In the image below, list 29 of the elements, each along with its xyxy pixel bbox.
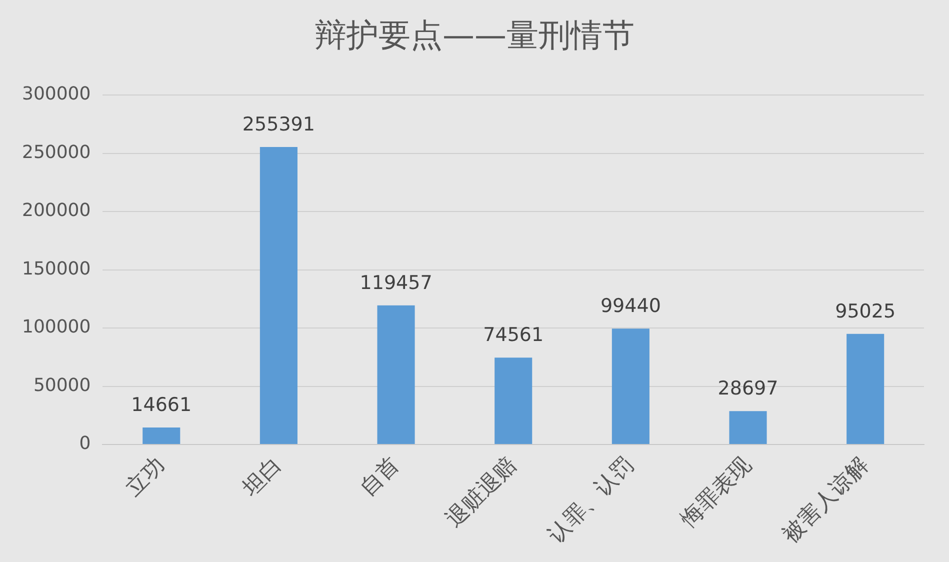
- x-tick-label: 退赃退赔: [441, 452, 521, 532]
- bar: [729, 411, 767, 444]
- data-label: 14661: [131, 394, 192, 416]
- y-tick-label: 0: [79, 433, 91, 454]
- data-label: 119457: [360, 272, 432, 294]
- y-tick-label: 50000: [33, 374, 91, 396]
- data-label: 28697: [718, 378, 778, 400]
- x-tick-label: 立功: [120, 452, 169, 501]
- x-tick-label: 悔罪表现: [675, 452, 756, 532]
- y-tick-label: 250000: [22, 142, 91, 163]
- data-label: 74561: [483, 324, 544, 346]
- data-label: 255391: [242, 113, 315, 136]
- y-tick-label: 300000: [22, 84, 91, 105]
- bar: [612, 328, 650, 444]
- bar: [142, 427, 180, 444]
- bar: [260, 146, 298, 444]
- data-label: 99440: [600, 295, 661, 318]
- chart-title: 辩护要点——量刑情节: [314, 15, 636, 56]
- x-tick-label: 坦白: [236, 452, 286, 502]
- data-label: 95025: [835, 300, 896, 322]
- bar: [846, 334, 884, 444]
- y-tick-label: 100000: [22, 316, 91, 338]
- x-tick-label: 被害人谅解: [778, 452, 873, 548]
- y-tick-label: 150000: [22, 258, 91, 280]
- x-tick-label: 自首: [354, 452, 404, 501]
- y-tick-label: 200000: [22, 200, 91, 222]
- bar: [377, 305, 415, 444]
- x-tick-label: 认罪、认罚: [542, 452, 638, 548]
- bar: [494, 358, 532, 444]
